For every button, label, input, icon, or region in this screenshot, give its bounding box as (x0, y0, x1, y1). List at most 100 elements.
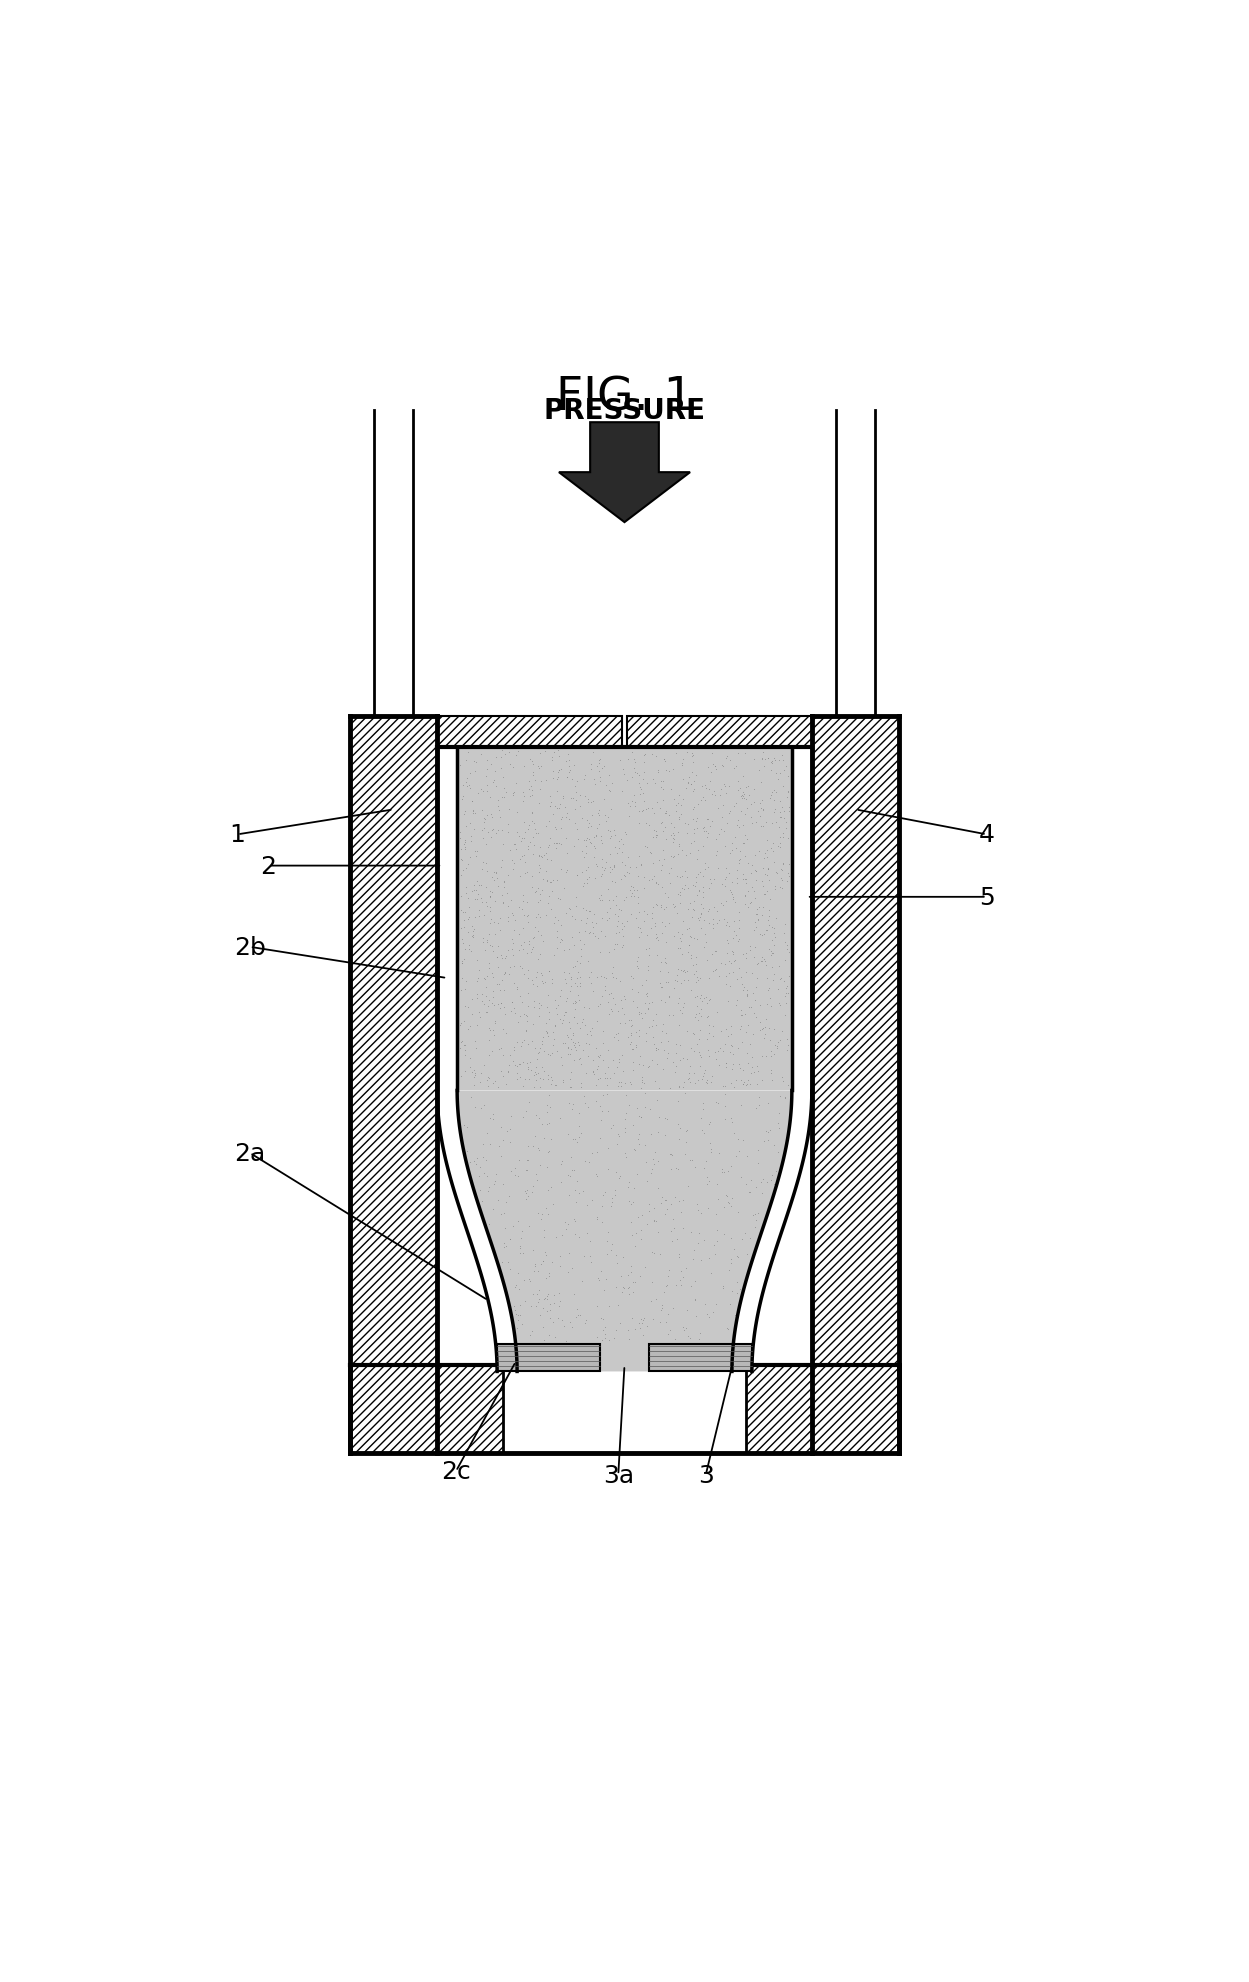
Point (470, 896, 490, 928)
Point (452, 947, 472, 979)
Point (522, 745, 542, 777)
Point (491, 916, 511, 947)
Point (530, 737, 550, 769)
Point (505, 993, 525, 1025)
Point (771, 797, 791, 828)
Point (661, 1189, 681, 1221)
Point (773, 1064, 793, 1096)
Point (668, 1241, 688, 1272)
Point (618, 1021, 638, 1052)
Point (744, 884, 764, 916)
Point (764, 930, 784, 961)
Point (766, 902, 786, 934)
Point (749, 1090, 769, 1122)
Point (583, 918, 603, 949)
Point (591, 860, 611, 892)
Point (617, 765, 637, 797)
Point (658, 1318, 678, 1350)
Point (716, 1048, 736, 1080)
Point (485, 765, 505, 797)
Point (498, 906, 518, 937)
Point (776, 908, 796, 939)
Point (733, 1054, 753, 1086)
Point (652, 1181, 672, 1213)
Point (558, 1039, 578, 1070)
Point (726, 945, 746, 977)
Point (476, 981, 496, 1013)
Point (656, 823, 676, 854)
Point (699, 765, 719, 797)
Point (774, 928, 794, 959)
Point (628, 953, 648, 985)
Point (737, 937, 757, 969)
Point (472, 985, 492, 1017)
Point (620, 801, 639, 832)
Point (736, 1068, 756, 1100)
Point (719, 1187, 739, 1219)
Bar (746, 1366, 899, 1453)
Point (567, 860, 587, 892)
Point (648, 1217, 668, 1249)
Point (495, 781, 515, 813)
Point (723, 957, 743, 989)
Point (657, 1043, 677, 1074)
Point (643, 1205, 663, 1237)
Point (518, 1144, 538, 1175)
Point (611, 1066, 631, 1098)
Point (506, 834, 526, 866)
Point (676, 1253, 696, 1284)
Point (668, 817, 688, 848)
Point (779, 791, 799, 823)
Point (651, 967, 671, 999)
Point (503, 1211, 523, 1243)
Text: FIG. 1: FIG. 1 (556, 375, 693, 420)
Point (736, 868, 756, 900)
Point (661, 1314, 681, 1346)
Point (451, 1060, 471, 1092)
Point (528, 916, 548, 947)
Point (456, 811, 476, 842)
Point (487, 969, 507, 1001)
Point (652, 1292, 672, 1324)
Point (592, 858, 612, 890)
Point (772, 1017, 792, 1048)
Point (616, 1098, 636, 1130)
Point (669, 995, 689, 1027)
Point (595, 971, 615, 1003)
Point (526, 1052, 546, 1084)
Point (547, 1037, 567, 1068)
Point (708, 819, 728, 850)
Point (528, 872, 548, 904)
Point (553, 781, 573, 813)
Point (643, 1144, 663, 1175)
Point (726, 832, 746, 864)
Point (488, 951, 508, 983)
Point (701, 983, 721, 1015)
Point (632, 795, 652, 826)
Point (741, 1056, 761, 1088)
Point (545, 828, 565, 860)
Point (654, 1102, 674, 1134)
Point (543, 799, 563, 830)
Point (602, 1229, 622, 1261)
Point (585, 832, 605, 864)
Point (592, 1207, 612, 1239)
Point (575, 916, 595, 947)
Point (751, 1007, 771, 1039)
Point (610, 1046, 629, 1078)
Bar (457, 747, 792, 1090)
Point (656, 1270, 676, 1302)
Point (713, 1270, 733, 1302)
Point (621, 1027, 641, 1058)
Point (672, 743, 692, 775)
Point (623, 872, 643, 904)
Point (621, 1068, 641, 1100)
Point (778, 823, 798, 854)
Point (581, 957, 601, 989)
Point (662, 1046, 682, 1078)
Point (510, 951, 530, 983)
Point (530, 753, 550, 785)
Point (637, 965, 657, 997)
Point (757, 860, 777, 892)
Point (550, 1286, 570, 1318)
